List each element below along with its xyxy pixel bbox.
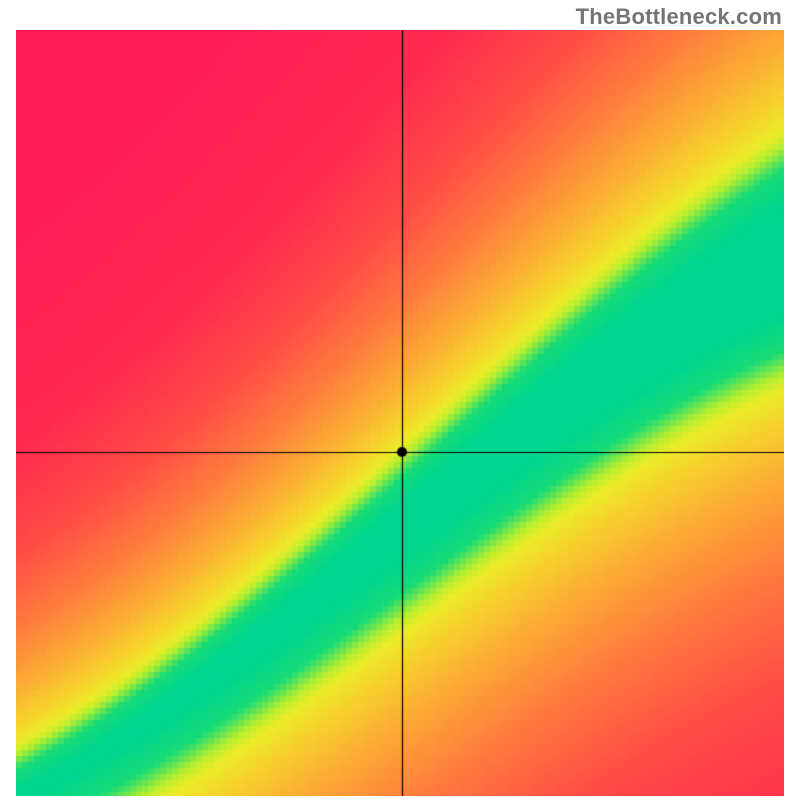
attribution-label: TheBottleneck.com <box>576 4 782 30</box>
chart-container: TheBottleneck.com <box>0 0 800 800</box>
bottleneck-heatmap <box>16 30 784 796</box>
